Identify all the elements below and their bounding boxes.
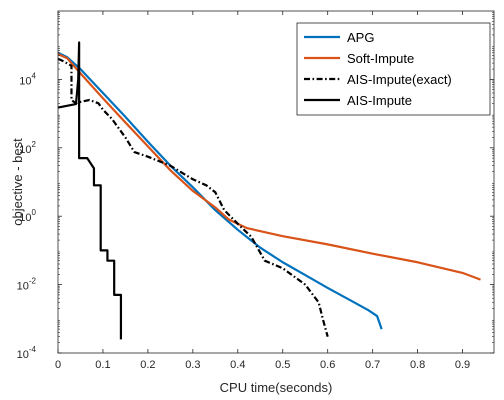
y-tick-label: 10-4 — [17, 345, 37, 361]
x-tick-label: 0 — [55, 359, 61, 371]
series-line-3 — [57, 41, 123, 340]
series-line-1 — [57, 53, 481, 281]
x-tick-label: 0.9 — [455, 359, 470, 371]
legend-label-2: AIS-Impute(exact) — [347, 72, 452, 87]
x-tick-label: 0.5 — [275, 359, 290, 371]
x-tick-label: 0.4 — [230, 359, 245, 371]
series-layer — [57, 41, 481, 340]
legend-label-3: AIS-Impute — [347, 93, 412, 108]
series-line-0 — [57, 51, 383, 330]
x-tick-label: 0.7 — [365, 359, 380, 371]
tick-layer: 0 0.1 0.2 0.3 0.4 0.5 0.6 0.7 0.8 0.910-410-21001… — [17, 11, 494, 371]
x-tick-label: 0.2 — [140, 359, 155, 371]
legend-label-0: APG — [347, 30, 374, 45]
x-tick-label: 0.6 — [320, 359, 335, 371]
y-axis-label: objective - best — [10, 138, 25, 226]
legend-label-1: Soft-Impute — [347, 51, 414, 66]
x-tick-label: 0.1 — [95, 359, 110, 371]
x-tick-label: 0.3 — [185, 359, 200, 371]
x-axis-label: CPU time(seconds) — [220, 380, 333, 395]
y-tick-label: 10-2 — [17, 277, 37, 293]
x-tick-label: 0.8 — [410, 359, 425, 371]
legend: APG Soft-Impute AIS-Impute(exact) AIS-Imput… — [296, 22, 491, 116]
y-tick-label: 104 — [19, 71, 36, 87]
plot-frame — [57, 10, 495, 354]
